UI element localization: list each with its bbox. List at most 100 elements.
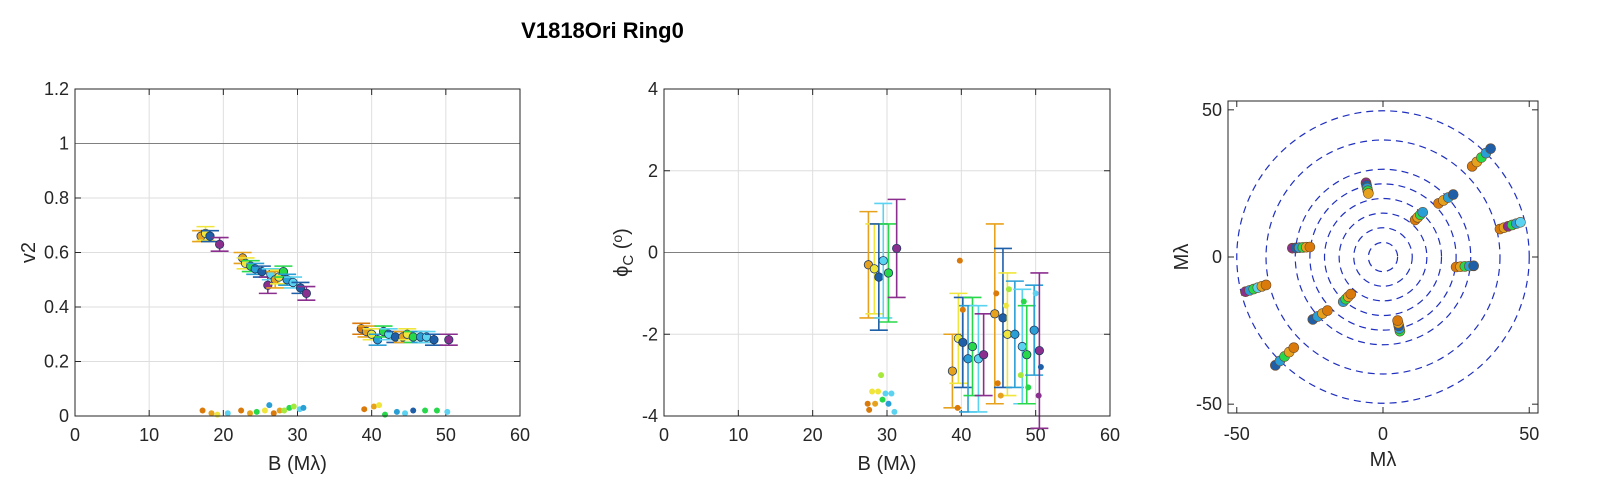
uv-track [1337,288,1357,308]
axes-box [1227,100,1539,414]
data-point [892,243,902,254]
small-data-point [1002,302,1009,309]
uv-track [1433,189,1459,209]
small-data-point [954,404,961,411]
small-data-point [382,411,389,418]
small-data-point [402,410,409,417]
small-data-point [872,400,879,407]
y-axis-label-part: ) [611,228,633,235]
uv-point [1288,342,1300,353]
small-data-point [1005,286,1012,293]
small-data-point [878,372,885,379]
data-point [883,268,894,278]
small-data-point [875,388,882,395]
data-point [205,231,215,241]
data-point [878,256,888,266]
y-axis-label-part: ϕ [611,266,633,277]
x-tick-label: 0 [1378,424,1388,444]
small-data-point [370,403,377,410]
small-data-point [422,407,429,414]
data-point [444,335,454,345]
small-data-point [993,290,1000,297]
uv-ring [1309,183,1457,331]
x-tick-label: 30 [877,425,897,445]
y-tick-label: -50 [1196,394,1222,414]
small-data-point [444,408,451,415]
x-tick-label: 20 [803,425,823,445]
data-point [990,309,1000,319]
uv-point [1417,206,1429,218]
uv-point [1345,288,1357,300]
y-tick-label: 4 [648,79,658,99]
y-tick-label: -2 [642,324,658,344]
small-data-point [300,404,307,411]
uv-ring [1323,197,1443,317]
small-data-point [376,402,383,409]
x-tick-label: 30 [287,425,307,445]
data-point [869,264,879,274]
small-data-point [253,408,260,415]
small-data-point [888,390,895,397]
uv-track [1450,260,1479,273]
data-point [958,337,968,348]
uv-point [1515,216,1526,228]
y-tick-label: 0.2 [44,352,69,372]
x-tick-label: 60 [1100,425,1120,445]
x-tick-label: 50 [436,425,456,445]
uv-coverage-chart: -50 0 50 -50 0 50 Mλ Mλ [1171,100,1539,471]
x-tick-label: 50 [1519,424,1539,444]
x-tick-label: -50 [1224,424,1250,444]
y-tick-label: 0 [1212,247,1222,267]
v2-chart: 0 10 20 30 40 50 60 0 0.2 0.4 0.6 0.8 1 1.2 B (Mλ) v2 [18,79,530,475]
y-tick-label: 0.6 [44,243,69,263]
small-data-point [266,402,273,409]
data-point [1034,345,1044,356]
small-data-point [994,380,1001,387]
uv-ring [1265,139,1501,375]
uv-ring [1353,227,1413,287]
x-tick-label: 60 [510,425,530,445]
uv-ring [1338,212,1428,302]
small-data-point [1025,384,1032,391]
small-data-point [238,407,245,414]
uv-point [1468,260,1479,272]
data-point [429,335,439,345]
closure-phase-chart: 0 10 20 30 40 50 60 -4 -2 0 2 4 B (Mλ) ϕC (o) [609,79,1120,475]
y-axis-label-part: ( [611,242,633,255]
small-data-point [879,396,886,403]
y-axis-label-part: o [609,235,625,243]
small-data-point [224,410,231,417]
x-tick-label: 0 [70,425,80,445]
y-tick-label: 1.2 [44,79,69,99]
small-data-point [1020,298,1027,305]
data-point [979,350,989,360]
small-data-point [956,257,963,264]
y-tick-label: 0 [59,406,69,426]
uv-point [1392,315,1403,326]
small-data-point [882,390,889,397]
small-data-point [199,407,206,414]
uv-point [1447,189,1459,200]
axes-box [663,88,1111,417]
uv-track [1307,305,1333,325]
y-axis-label: v2 [18,242,40,263]
x-axis-label: B (Mλ) [268,453,327,475]
uv-point [1260,279,1272,291]
figure-title: V1818Ori Ring0 [521,18,684,43]
uv-track [1270,342,1300,371]
data-point [874,272,884,282]
y-tick-label: 1 [59,134,69,154]
small-data-point [891,408,898,415]
small-data-point [276,407,283,414]
small-data-point [1037,363,1044,370]
data-point [1029,325,1039,335]
data-point [1022,350,1032,360]
small-data-point [410,407,417,414]
small-data-point [864,400,871,407]
small-data-point [270,410,277,417]
small-data-point [261,407,268,414]
uv-rings [1236,110,1530,404]
uv-track [1409,206,1429,226]
y-axis-label-part: C [620,255,637,266]
